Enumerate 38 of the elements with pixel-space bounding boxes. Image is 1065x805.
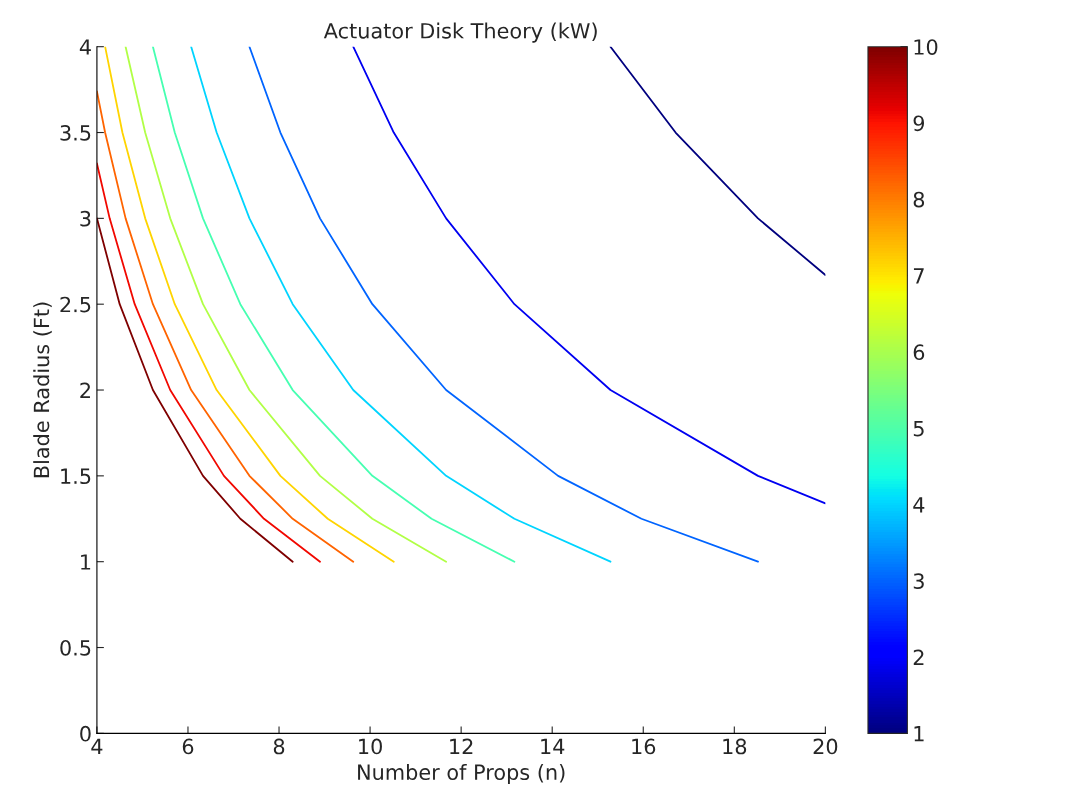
color-bar-label: 3 [913, 573, 924, 589]
y-tick-label: 3.5 [60, 124, 91, 141]
line-series [152, 46, 516, 563]
color-bar-label: 10 [914, 39, 938, 55]
y-tick-label: 3 [80, 210, 91, 227]
line-series [104, 46, 395, 563]
color-bar-label: 7 [913, 268, 924, 284]
y-tick-label: 0 [80, 725, 91, 742]
y-tick-label: 4 [79, 39, 91, 55]
color-bar-label: 4 [913, 497, 925, 513]
line-series [190, 46, 612, 563]
x-tick-label: 10 [359, 738, 382, 755]
line-series [248, 46, 759, 563]
color-bar-label: 5 [913, 420, 924, 437]
x-tick-label: 14 [541, 738, 565, 755]
x-tick-label: 12 [450, 738, 473, 755]
line-series [352, 46, 826, 505]
color-bar-label: 1 [914, 726, 924, 742]
y-tick-label: 0.5 [60, 639, 91, 656]
color-bar-label: 9 [913, 115, 925, 132]
x-tick-label: 4 [91, 738, 103, 755]
chart-title: Actuator Disk Theory (kW) [323, 22, 597, 43]
y-tick-label: 2.5 [60, 296, 91, 313]
x-axis-title: Number of Props (n) [358, 763, 565, 785]
x-tick-label: 20 [813, 738, 838, 755]
line-series [609, 46, 826, 276]
color-bar-label: 2 [913, 649, 924, 665]
y-axis-title: Blade Radius (Ft) [33, 302, 52, 478]
y-tick-label: 2 [80, 382, 90, 398]
y-tick-label: 1.5 [61, 468, 91, 485]
line-series [124, 46, 448, 563]
x-tick-label: 16 [632, 738, 656, 755]
color-bar-label: 6 [913, 344, 925, 361]
y-tick-label: 1 [81, 554, 91, 570]
x-tick-label: 18 [723, 738, 747, 755]
color-bar-label: 8 [913, 191, 925, 208]
x-tick-label: 6 [182, 738, 194, 755]
x-tick-label: 8 [273, 738, 285, 755]
